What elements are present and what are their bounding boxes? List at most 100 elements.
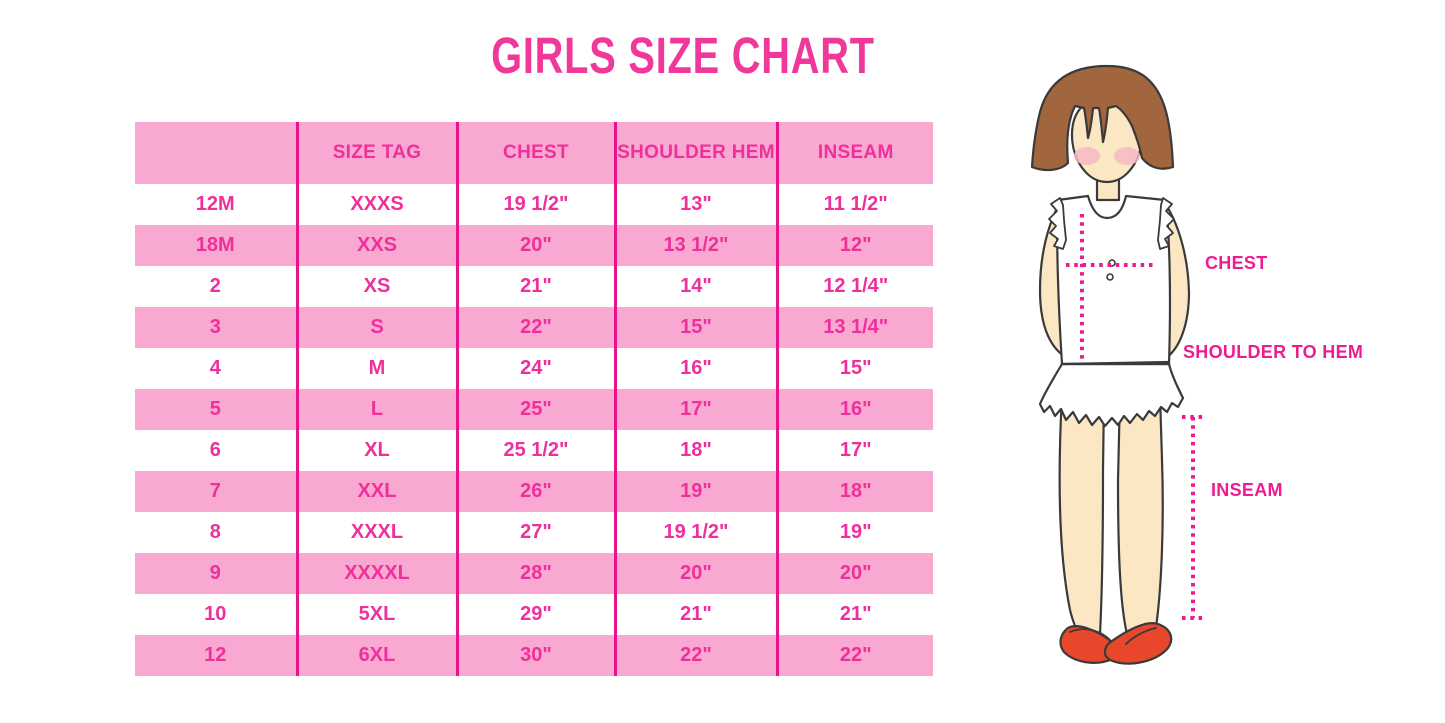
table-cell: XS bbox=[295, 266, 457, 307]
shoulder-to-hem-label: SHOULDER TO HEM bbox=[1183, 342, 1364, 362]
table-row: 9 XXXXL 28" 20" 20" bbox=[135, 553, 933, 594]
left-cheek-blush bbox=[1074, 147, 1100, 165]
header-cell-chest: CHEST bbox=[455, 122, 615, 184]
table-cell: 27" bbox=[455, 512, 615, 553]
girl-measurement-figure bbox=[1000, 50, 1445, 700]
table-cell: 22" bbox=[455, 307, 615, 348]
table-cell: 19" bbox=[775, 512, 933, 553]
skirt bbox=[1038, 362, 1185, 428]
hair bbox=[1030, 64, 1175, 172]
right-cheek-blush bbox=[1114, 147, 1140, 165]
table-cell: 21" bbox=[455, 266, 615, 307]
bottom-button bbox=[1106, 273, 1114, 281]
table-row: 6 XL 25 1/2" 18" 17" bbox=[135, 430, 933, 471]
table-row: 12M XXXS 19 1/2" 13" 11 1/2" bbox=[135, 184, 933, 225]
table-cell: 4 bbox=[135, 348, 297, 389]
table-row: 2 XS 21" 14" 12 1/4" bbox=[135, 266, 933, 307]
table-cell: 7 bbox=[135, 471, 297, 512]
table-cell: 19 1/2" bbox=[455, 184, 615, 225]
table-row: 4 M 24" 16" 15" bbox=[135, 348, 933, 389]
right-shoe-strap bbox=[1125, 627, 1157, 645]
right-shoe bbox=[1103, 622, 1173, 665]
table-cell: 12 bbox=[135, 635, 297, 676]
table-cell: L bbox=[295, 389, 457, 430]
table-cell: XXS bbox=[295, 225, 457, 266]
table-cell: 25 1/2" bbox=[455, 430, 615, 471]
table-cell: 15" bbox=[613, 307, 777, 348]
bodice-top bbox=[1056, 194, 1172, 366]
size-table-body: 12M XXXS 19 1/2" 13" 11 1/2" 18M XXS 20" 13 1/2"… bbox=[135, 184, 933, 676]
table-cell: 19" bbox=[613, 471, 777, 512]
table-cell: 13 1/2" bbox=[613, 225, 777, 266]
header-row: SIZE TAG CHEST SHOULDER HEM INSEAM bbox=[135, 122, 933, 184]
table-cell: 8 bbox=[135, 512, 297, 553]
table-cell: 21" bbox=[613, 594, 777, 635]
table-cell: 17" bbox=[613, 389, 777, 430]
table-cell: 30" bbox=[455, 635, 615, 676]
table-row: 8 XXXL 27" 19 1/2" 19" bbox=[135, 512, 933, 553]
left-shoulder-ruffle bbox=[1048, 197, 1067, 250]
table-row: 5 L 25" 17" 16" bbox=[135, 389, 933, 430]
table-cell: S bbox=[295, 307, 457, 348]
table-cell: 20" bbox=[455, 225, 615, 266]
table-cell: XXXXL bbox=[295, 553, 457, 594]
table-cell: XXXS bbox=[295, 184, 457, 225]
header-cell-size-tag: SIZE TAG bbox=[295, 122, 457, 184]
table-row: 12 6XL 30" 22" 22" bbox=[135, 635, 933, 676]
waist-seam bbox=[1060, 360, 1171, 366]
table-cell: M bbox=[295, 348, 457, 389]
table-row: 3 S 22" 15" 13 1/4" bbox=[135, 307, 933, 348]
table-cell: 10 bbox=[135, 594, 297, 635]
table-cell: 22" bbox=[775, 635, 933, 676]
table-cell: 13" bbox=[613, 184, 777, 225]
table-cell: XXL bbox=[295, 471, 457, 512]
table-row: 7 XXL 26" 19" 18" bbox=[135, 471, 933, 512]
table-cell: 12 1/4" bbox=[775, 266, 933, 307]
table-cell: 28" bbox=[455, 553, 615, 594]
girl-illustration bbox=[1030, 64, 1204, 665]
right-shoulder-ruffle bbox=[1157, 197, 1175, 250]
chest-label: CHEST bbox=[1205, 253, 1268, 273]
table-cell: 18M bbox=[135, 225, 297, 266]
table-cell: 16" bbox=[613, 348, 777, 389]
table-cell: 11 1/2" bbox=[775, 184, 933, 225]
table-cell: 18" bbox=[613, 430, 777, 471]
inseam-label: INSEAM bbox=[1211, 480, 1283, 500]
table-cell: 22" bbox=[613, 635, 777, 676]
left-shoe-strap bbox=[1069, 628, 1111, 641]
table-cell: 14" bbox=[613, 266, 777, 307]
table-cell: 15" bbox=[775, 348, 933, 389]
table-cell: XL bbox=[295, 430, 457, 471]
table-cell: 17" bbox=[775, 430, 933, 471]
header-cell-inseam: INSEAM bbox=[775, 122, 933, 184]
header-cell-blank bbox=[135, 122, 297, 184]
table-cell: 25" bbox=[455, 389, 615, 430]
page-title: GIRLS SIZE CHART bbox=[491, 27, 875, 84]
table-cell: 24" bbox=[455, 348, 615, 389]
table-cell: 26" bbox=[455, 471, 615, 512]
table-cell: 13 1/4" bbox=[775, 307, 933, 348]
table-cell: 20" bbox=[775, 553, 933, 594]
size-table-header: SIZE TAG CHEST SHOULDER HEM INSEAM bbox=[135, 122, 933, 184]
table-cell: 5 bbox=[135, 389, 297, 430]
table-cell: 6XL bbox=[295, 635, 457, 676]
table-cell: 16" bbox=[775, 389, 933, 430]
table-cell: 2 bbox=[135, 266, 297, 307]
header-cell-shoulder-hem: SHOULDER HEM bbox=[613, 122, 777, 184]
right-leg bbox=[1116, 393, 1164, 636]
table-cell: 3 bbox=[135, 307, 297, 348]
table-cell: 21" bbox=[775, 594, 933, 635]
girls-size-table: SIZE TAG CHEST SHOULDER HEM INSEAM 12M XX… bbox=[135, 122, 933, 676]
table-cell: 29" bbox=[455, 594, 615, 635]
table-cell: 12" bbox=[775, 225, 933, 266]
table-cell: 12M bbox=[135, 184, 297, 225]
table-cell: XXXL bbox=[295, 512, 457, 553]
table-cell: 9 bbox=[135, 553, 297, 594]
table-row: 18M XXS 20" 13 1/2" 12" bbox=[135, 225, 933, 266]
table-cell: 5XL bbox=[295, 594, 457, 635]
left-leg bbox=[1058, 393, 1106, 636]
table-cell: 19 1/2" bbox=[613, 512, 777, 553]
table-cell: 18" bbox=[775, 471, 933, 512]
table-row: 10 5XL 29" 21" 21" bbox=[135, 594, 933, 635]
table-cell: 20" bbox=[613, 553, 777, 594]
